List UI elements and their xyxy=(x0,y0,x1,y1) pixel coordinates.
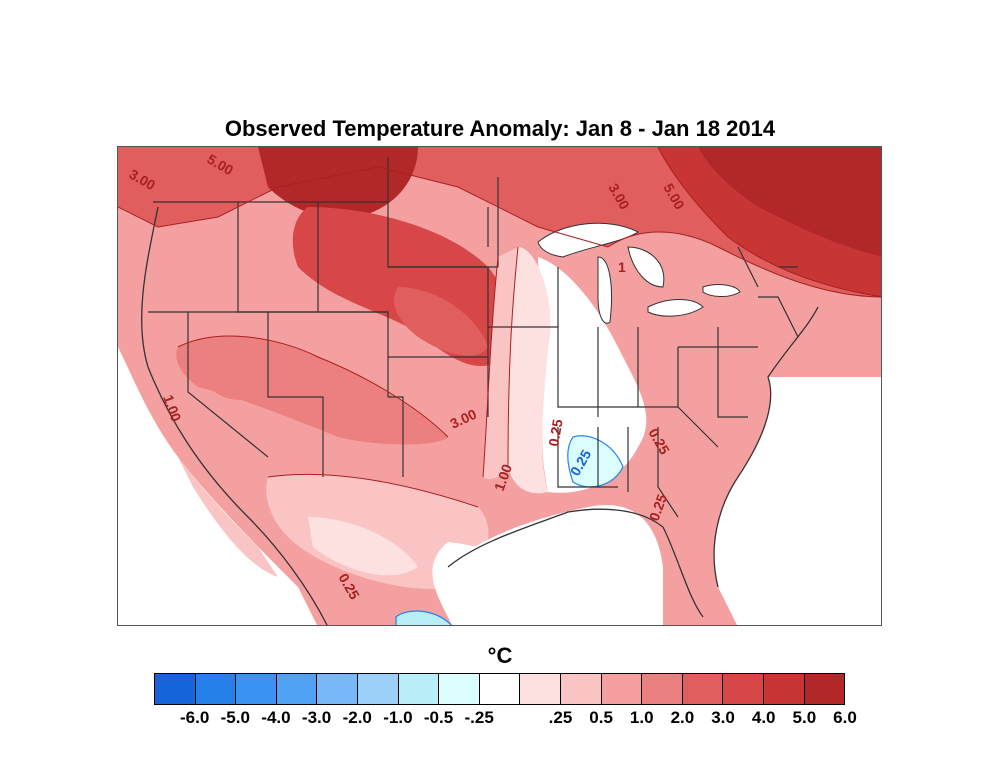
colorbar-swatch xyxy=(439,674,480,704)
colorbar-swatch xyxy=(642,674,683,704)
colorbar-tick-label: 1.0 xyxy=(630,708,654,728)
colorbar-swatch xyxy=(805,674,845,704)
colorbar-tick-label: -.25 xyxy=(465,708,494,728)
colorbar xyxy=(154,673,845,705)
colorbar-unit: °C xyxy=(0,643,1000,669)
colorbar-swatch xyxy=(683,674,724,704)
colorbar-swatch xyxy=(602,674,643,704)
colorbar-swatch xyxy=(277,674,318,704)
colorbar-tick-label: 2.0 xyxy=(671,708,695,728)
colorbar-swatch xyxy=(358,674,399,704)
colorbar-swatch xyxy=(236,674,277,704)
colorbar-tick-label: 6.0 xyxy=(833,708,857,728)
colorbar-tick-label: -0.5 xyxy=(424,708,453,728)
colorbar-tick-label: 4.0 xyxy=(752,708,776,728)
colorbar-tick-label: -3.0 xyxy=(302,708,331,728)
colorbar-tick-label: -6.0 xyxy=(180,708,209,728)
colorbar-tick-label: -1.0 xyxy=(383,708,412,728)
colorbar-swatch xyxy=(196,674,237,704)
colorbar-swatch xyxy=(399,674,440,704)
colorbar-tick-label: 0.5 xyxy=(589,708,613,728)
colorbar-tick-label: 3.0 xyxy=(711,708,735,728)
colorbar-tick-label: 5.0 xyxy=(793,708,817,728)
colorbar-swatch xyxy=(764,674,805,704)
colorbar-tick-label: .25 xyxy=(549,708,573,728)
anomaly-map: 3.00 5.00 3.00 5.00 1 1.00 3.00 1.00 0.2… xyxy=(117,146,882,626)
colorbar-swatch xyxy=(520,674,561,704)
colorbar-swatch xyxy=(317,674,358,704)
colorbar-tick-label: -5.0 xyxy=(221,708,250,728)
colorbar-tick-label: -2.0 xyxy=(343,708,372,728)
colorbar-swatch xyxy=(155,674,196,704)
colorbar-swatch xyxy=(723,674,764,704)
colorbar-swatch xyxy=(561,674,602,704)
contour-label-great-lakes: 1 xyxy=(618,259,626,275)
colorbar-swatch xyxy=(480,674,521,704)
colorbar-tick-label: -4.0 xyxy=(261,708,290,728)
chart-title: Observed Temperature Anomaly: Jan 8 - Ja… xyxy=(0,116,1000,142)
colorbar-labels: -6.0 -5.0 -4.0 -3.0 -2.0 -1.0 -0.5 -.25 .25 0.5 1.… xyxy=(154,708,845,730)
